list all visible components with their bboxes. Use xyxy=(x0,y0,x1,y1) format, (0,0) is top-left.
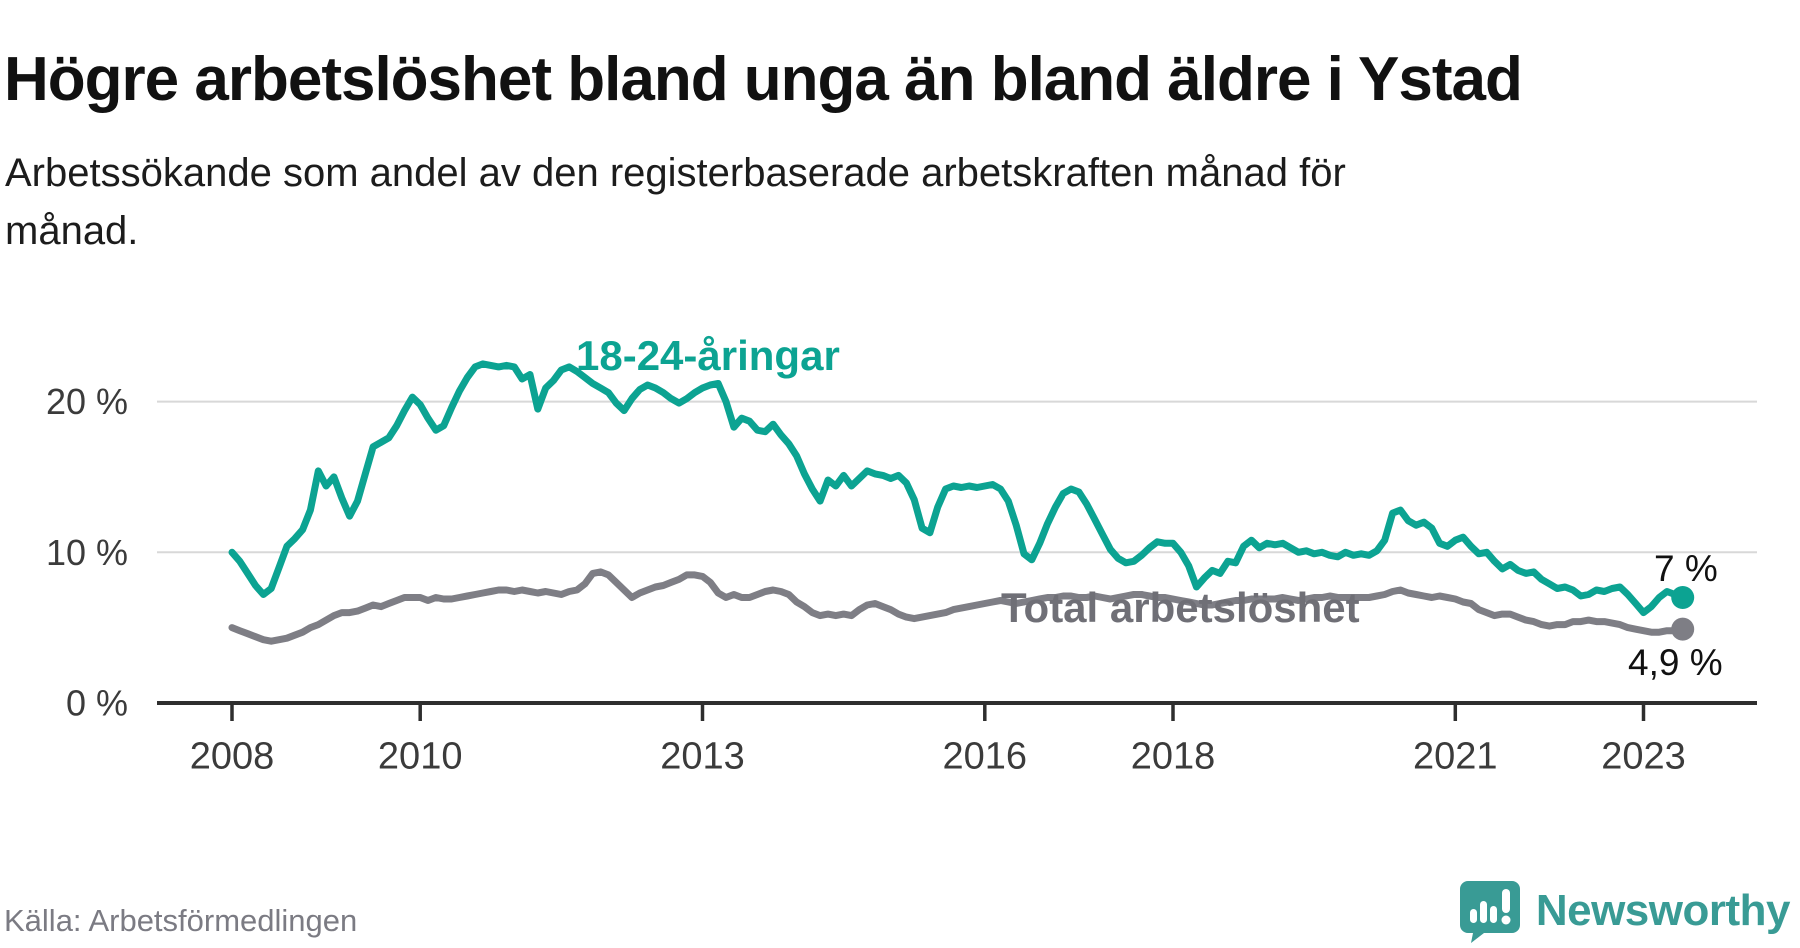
newsworthy-logo-text: Newsworthy xyxy=(1535,886,1791,935)
end-value-label-total: 4,9 % xyxy=(1628,642,1723,683)
y-tick-label: 0 % xyxy=(66,683,128,724)
series-label-total: Total arbetslöshet xyxy=(1001,584,1360,631)
series-label-young: 18-24-åringar xyxy=(576,332,840,379)
x-tick-label-2010: 2010 xyxy=(378,736,463,778)
y-tick-label: 10 % xyxy=(46,532,128,573)
x-tick-label-2018: 2018 xyxy=(1131,736,1216,778)
x-tick-label-2023: 2023 xyxy=(1601,736,1686,778)
series-end-dot-young xyxy=(1671,586,1695,610)
series-line-total xyxy=(228,568,1687,645)
page-title: Högre arbetslöshet bland unga än bland ä… xyxy=(4,44,1523,114)
y-tick-label: 20 % xyxy=(46,381,128,422)
x-tick-label-2013: 2013 xyxy=(660,736,745,778)
x-tick-label-2016: 2016 xyxy=(943,736,1028,778)
x-tick-label-2021: 2021 xyxy=(1413,736,1498,778)
newsworthy-logo: Newsworthy xyxy=(1458,878,1791,944)
x-tick-label-2008: 2008 xyxy=(190,736,275,778)
series-end-dot-total xyxy=(1671,617,1695,641)
chart-subtitle: Arbetssökande som andel av den registerb… xyxy=(5,151,1346,253)
newsworthy-bubble-icon xyxy=(1459,881,1520,943)
source-note: Källa: Arbetsförmedlingen xyxy=(4,903,358,938)
end-value-label-young: 7 % xyxy=(1654,548,1718,589)
series-line-young xyxy=(228,360,1687,617)
